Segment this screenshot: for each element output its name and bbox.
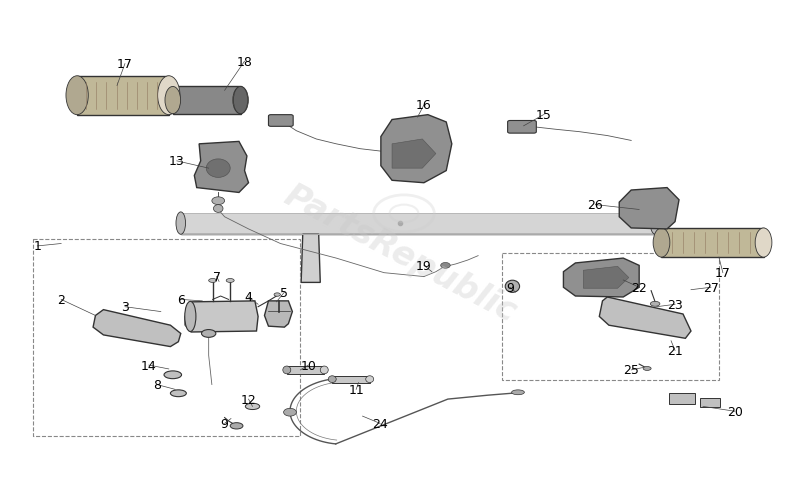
Text: 18: 18 (237, 56, 253, 68)
Polygon shape (77, 77, 169, 116)
Ellipse shape (653, 228, 670, 258)
Ellipse shape (246, 404, 260, 410)
Polygon shape (599, 297, 691, 339)
Text: 9: 9 (221, 417, 229, 430)
Text: 13: 13 (169, 155, 185, 168)
Text: 17: 17 (117, 58, 133, 71)
Polygon shape (181, 212, 655, 235)
Text: 8: 8 (153, 378, 161, 391)
Text: 5: 5 (281, 286, 289, 299)
Text: 11: 11 (348, 383, 364, 396)
Polygon shape (563, 259, 639, 297)
Text: 10: 10 (300, 359, 316, 372)
Polygon shape (332, 376, 370, 383)
Polygon shape (392, 140, 436, 169)
Ellipse shape (176, 212, 186, 235)
Ellipse shape (366, 376, 374, 383)
Text: 25: 25 (623, 364, 639, 377)
Ellipse shape (164, 371, 182, 379)
Text: 15: 15 (535, 109, 551, 122)
Ellipse shape (230, 423, 243, 429)
Ellipse shape (170, 390, 186, 397)
Ellipse shape (165, 87, 181, 115)
Ellipse shape (755, 228, 772, 258)
Text: 14: 14 (141, 359, 157, 372)
Text: 4: 4 (245, 291, 253, 304)
FancyBboxPatch shape (700, 398, 721, 407)
Polygon shape (194, 142, 249, 193)
Polygon shape (583, 267, 629, 288)
Ellipse shape (643, 367, 651, 371)
Ellipse shape (226, 279, 234, 283)
Polygon shape (286, 366, 324, 374)
Text: 20: 20 (727, 405, 742, 418)
Polygon shape (301, 235, 320, 283)
Text: 23: 23 (667, 298, 683, 311)
Ellipse shape (209, 279, 217, 283)
Circle shape (284, 408, 296, 416)
Ellipse shape (512, 390, 524, 395)
Text: 26: 26 (587, 199, 603, 212)
Circle shape (212, 198, 225, 205)
Text: 12: 12 (241, 393, 257, 406)
Polygon shape (186, 301, 258, 332)
Ellipse shape (158, 77, 180, 116)
Text: 19: 19 (416, 259, 432, 272)
Ellipse shape (185, 302, 196, 332)
Text: 16: 16 (416, 99, 432, 112)
Ellipse shape (320, 366, 328, 374)
Ellipse shape (274, 293, 281, 297)
Ellipse shape (328, 376, 336, 383)
Ellipse shape (650, 212, 660, 235)
Polygon shape (93, 310, 181, 347)
Ellipse shape (234, 87, 248, 115)
Text: 6: 6 (177, 293, 185, 306)
Ellipse shape (233, 87, 248, 115)
Polygon shape (185, 302, 191, 332)
FancyBboxPatch shape (508, 121, 536, 134)
Polygon shape (619, 188, 679, 229)
Text: 7: 7 (213, 270, 221, 284)
Ellipse shape (66, 77, 88, 116)
FancyBboxPatch shape (670, 393, 695, 404)
FancyBboxPatch shape (269, 116, 293, 127)
Text: 27: 27 (703, 281, 719, 294)
Text: 22: 22 (631, 281, 647, 294)
Polygon shape (662, 228, 763, 258)
Text: 1: 1 (34, 240, 42, 253)
Circle shape (441, 263, 450, 269)
Ellipse shape (214, 205, 223, 213)
Ellipse shape (206, 160, 230, 178)
Text: 24: 24 (372, 417, 388, 430)
Text: 9: 9 (506, 281, 514, 294)
Ellipse shape (283, 366, 290, 374)
Ellipse shape (650, 302, 660, 306)
Ellipse shape (506, 281, 519, 293)
Polygon shape (173, 87, 241, 115)
Text: 17: 17 (715, 266, 731, 280)
Text: 3: 3 (121, 301, 129, 314)
Polygon shape (381, 116, 452, 183)
Polygon shape (265, 301, 292, 327)
Text: 2: 2 (58, 293, 65, 306)
Text: 21: 21 (667, 344, 683, 357)
Text: PartsRepublic: PartsRepublic (278, 179, 522, 329)
Ellipse shape (202, 330, 216, 338)
